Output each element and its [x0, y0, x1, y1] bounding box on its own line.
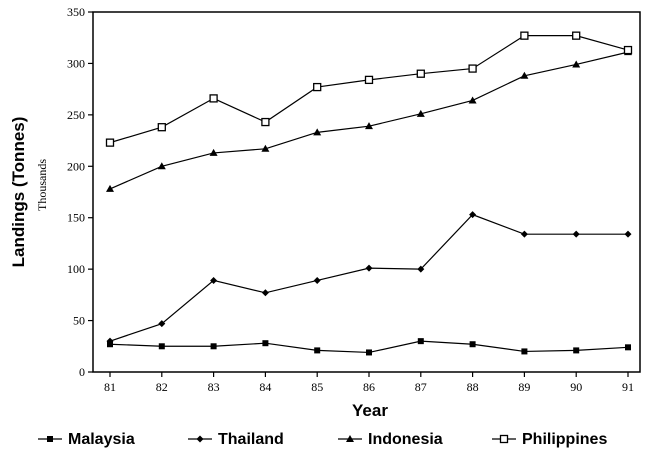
series-line-indonesia: [109, 51, 629, 190]
data-point-thailand: [106, 337, 114, 345]
y-tick-label: 50: [73, 314, 85, 328]
legend-item-indonesia: Indonesia: [338, 431, 443, 448]
data-point-philippines: [572, 31, 581, 40]
plot-area-frame: [92, 11, 641, 373]
y-axis-title: Landings (Tonnes): [9, 117, 28, 268]
data-point-thailand: [417, 265, 425, 273]
x-tick-label: 84: [259, 380, 271, 394]
data-point-indonesia: [468, 96, 477, 104]
legend: Malaysia Thailand Indonesia Philippines: [38, 431, 607, 448]
x-tick-label: 85: [311, 380, 323, 394]
data-point-malaysia: [210, 343, 217, 350]
x-tick-label: 90: [570, 380, 582, 394]
y-axis: 0 50 100 150 200 250 300 350: [67, 5, 93, 379]
data-point-thailand: [261, 289, 269, 297]
x-axis: 81 82 83 84 85 86 87 88 89 90 91: [104, 372, 634, 394]
series-philippines: [105, 31, 633, 147]
series-indonesia: [106, 48, 632, 192]
data-point-malaysia: [469, 341, 476, 348]
data-point-indonesia: [365, 122, 373, 130]
series-line-thailand: [109, 213, 628, 342]
data-point-thailand: [158, 320, 166, 328]
data-point-thailand: [365, 264, 373, 272]
data-point-malaysia: [521, 348, 528, 355]
data-point-malaysia: [314, 347, 321, 354]
data-point-philippines: [261, 117, 270, 127]
data-point-philippines: [364, 75, 374, 85]
data-point-indonesia: [106, 184, 114, 192]
data-point-thailand: [313, 276, 321, 284]
data-point-philippines: [313, 82, 322, 92]
data-point-malaysia: [262, 340, 269, 347]
y-tick-label: 350: [67, 5, 85, 19]
data-point-philippines: [520, 31, 529, 40]
legend-marker-thailand: [196, 435, 204, 443]
series-thailand: [106, 211, 632, 345]
legend-marker-malaysia: [47, 436, 53, 442]
data-point-indonesia: [313, 128, 322, 136]
data-point-philippines: [623, 45, 633, 55]
x-tick-label: 88: [467, 380, 479, 394]
x-tick-label: 86: [363, 380, 375, 394]
legend-label: Indonesia: [368, 431, 443, 448]
data-point-indonesia: [261, 144, 270, 152]
data-point-indonesia: [157, 162, 166, 170]
data-point-philippines: [157, 123, 166, 132]
y-tick-label: 100: [67, 262, 85, 276]
legend-label: Thailand: [218, 431, 284, 448]
data-point-malaysia: [625, 344, 631, 351]
legend-item-thailand: Thailand: [188, 431, 284, 448]
x-tick-label: 87: [415, 380, 427, 394]
x-tick-label: 82: [156, 380, 168, 394]
data-point-indonesia: [209, 148, 218, 156]
x-tick-label: 91: [622, 380, 634, 394]
data-point-malaysia: [573, 347, 580, 354]
data-point-malaysia: [366, 349, 372, 356]
data-point-thailand: [624, 230, 632, 238]
data-point-malaysia: [158, 343, 165, 350]
y-tick-label: 0: [79, 365, 85, 379]
y-axis-subtitle: Thousands: [35, 159, 49, 211]
data-point-philippines: [468, 64, 477, 73]
legend-item-philippines: Philippines: [492, 431, 607, 448]
y-tick-label: 300: [67, 56, 85, 70]
legend-marker-philippines: [499, 434, 509, 444]
legend-marker-indonesia: [346, 435, 354, 442]
x-axis-title: Year: [352, 401, 388, 420]
data-point-philippines: [209, 94, 218, 103]
data-point-indonesia: [572, 60, 581, 68]
series-malaysia: [107, 338, 631, 356]
data-point-indonesia: [520, 71, 529, 79]
data-point-thailand: [469, 211, 477, 219]
data-point-philippines: [416, 69, 425, 78]
legend-label: Malaysia: [68, 431, 135, 448]
data-point-thailand: [210, 276, 218, 284]
x-tick-label: 83: [208, 380, 220, 394]
data-point-philippines: [105, 138, 115, 147]
y-tick-label: 200: [67, 159, 85, 173]
y-tick-label: 250: [67, 108, 85, 122]
x-tick-label: 89: [518, 380, 530, 394]
data-point-thailand: [572, 230, 580, 238]
data-point-indonesia: [416, 109, 425, 117]
x-tick-label: 81: [104, 380, 116, 394]
legend-item-malaysia: Malaysia: [38, 431, 135, 448]
data-point-malaysia: [417, 338, 424, 345]
y-tick-label: 150: [67, 211, 85, 225]
data-point-thailand: [520, 230, 528, 238]
legend-label: Philippines: [522, 431, 607, 448]
series-layer: [105, 31, 633, 356]
